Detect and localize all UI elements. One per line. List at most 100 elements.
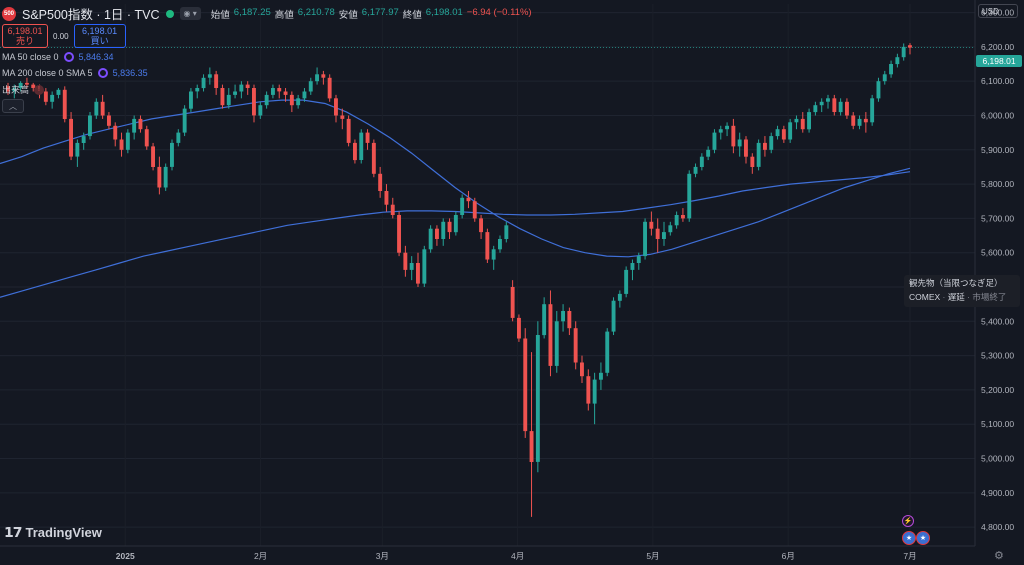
candle-body: [851, 115, 856, 126]
candle-body: [580, 362, 584, 377]
price-tick-label: 6,200.00: [981, 42, 1014, 52]
candle-body: [472, 201, 477, 219]
price-tick-label: 5,600.00: [981, 248, 1014, 258]
candle-body: [611, 300, 616, 332]
candle-body: [561, 311, 565, 322]
time-tick-label: 2025: [116, 551, 135, 561]
candle-body: [340, 115, 345, 119]
ma50-line: [0, 99, 911, 258]
axis-settings-icon[interactable]: ⚙: [994, 550, 1004, 562]
buy-label: 買い: [90, 36, 109, 46]
candle-body: [857, 118, 862, 126]
candle-body: [31, 84, 36, 88]
candle-body: [296, 98, 301, 106]
candle-body: [397, 215, 401, 253]
indicator-ma50[interactable]: MA 50 close 0 5,846.34: [2, 52, 114, 62]
candle-body: [485, 232, 490, 260]
candle-body: [889, 64, 893, 75]
candle-body: [554, 321, 559, 366]
sell-button[interactable]: 6,198.01 売り: [2, 24, 48, 48]
indicator-ma200[interactable]: MA 200 close 0 SMA 5 5,836.35: [2, 68, 148, 78]
candle-body: [245, 84, 250, 88]
candle-body: [744, 139, 748, 157]
candle-body: [687, 173, 692, 219]
candle-body: [882, 74, 887, 82]
candle-body: [775, 129, 780, 137]
candle-body: [649, 221, 654, 229]
candle-body: [523, 338, 528, 432]
candlestick-series: [6, 43, 912, 517]
candle-body: [151, 146, 155, 167]
ma50-settings-icon[interactable]: [63, 52, 74, 62]
visibility-toggle-icon[interactable]: ◉ ▾: [179, 7, 201, 20]
market-status-panel[interactable]: 観先物（当限つなぎ足） COMEX · 遅延 · 市場終了: [904, 275, 1020, 307]
candle-body: [643, 221, 647, 257]
candle-body: [630, 263, 635, 270]
candle-body: [447, 221, 452, 233]
candle-body: [125, 132, 130, 150]
currency-selector[interactable]: USD: [978, 4, 1018, 18]
warning-icon[interactable]: !: [34, 84, 45, 95]
candle-body: [43, 91, 48, 102]
candle-body: [176, 132, 181, 143]
ma200-line: [0, 171, 911, 298]
candle-body: [18, 82, 23, 88]
candle-body: [239, 84, 244, 92]
us-flag-event-icon[interactable]: ★: [902, 531, 916, 545]
candle-body: [371, 142, 376, 174]
symbol-title[interactable]: S&P500指数 · 1日 · TVC: [22, 8, 160, 22]
us-flag-event-icon-2[interactable]: ★: [916, 531, 930, 545]
ma200-path: [0, 171, 911, 298]
time-tick-label: 3月: [376, 551, 389, 561]
low-label: 安値: [338, 9, 358, 21]
session-status: 市場終了: [972, 292, 1007, 302]
time-tick-label: 5月: [646, 551, 659, 561]
lightning-event-icon[interactable]: ⚡: [902, 515, 914, 527]
candle-body: [56, 89, 61, 95]
market-title: 観先物（当限つなぎ足）: [909, 278, 1003, 288]
candle-body: [138, 118, 143, 130]
candle-body: [845, 101, 849, 116]
time-axis[interactable]: 2025 2月 3月 4月 5月 6月 7月: [0, 545, 975, 561]
symbol-logo: 500: [2, 6, 16, 21]
candle-body: [12, 88, 17, 92]
buy-button[interactable]: 6,198.01 買い: [73, 24, 126, 48]
candle-body: [409, 263, 414, 270]
indicator-volume[interactable]: 出来高 !: [2, 83, 45, 96]
candle-body: [718, 129, 723, 133]
candle-body: [157, 166, 162, 188]
candle-body: [189, 91, 193, 109]
price-tick-label: 4,800.00: [981, 522, 1014, 532]
price-tick-label: 5,400.00: [981, 316, 1014, 326]
time-tick-label: 4月: [511, 551, 524, 561]
candle-body: [895, 57, 900, 65]
candle-body: [226, 94, 231, 106]
price-tick-label: 4,900.00: [981, 488, 1014, 498]
market-info: COMEX · 遅延 · 市場終了: [909, 292, 1007, 302]
price-tick-label: 6,300.00: [981, 8, 1014, 18]
delay-status: 遅延: [947, 292, 965, 302]
candle-body: [195, 88, 200, 92]
ma50-path: [0, 99, 911, 258]
ma50-value: 5,846.34: [78, 52, 114, 62]
candle-body: [693, 166, 698, 174]
candle-body: [435, 228, 439, 239]
ohlc-readout: 始値 6,187.25 高値 6,210.78 安値 6,177.97 終値 6,198…: [211, 7, 532, 21]
tradingview-logo[interactable]: 𝟭𝟳 TradingView: [4, 524, 102, 541]
candle-body: [277, 88, 282, 92]
candle-body: [699, 156, 704, 167]
candle-body: [233, 91, 237, 95]
candle-body: [510, 287, 515, 318]
volume-label: 出来高: [2, 85, 30, 95]
ma200-settings-icon[interactable]: [97, 68, 108, 78]
candle-body: [384, 191, 389, 205]
collapse-indicators-icon[interactable]: ︿: [2, 99, 24, 113]
candle-body: [788, 122, 793, 140]
chart-header: 500 S&P500指数 · 1日 · TVC ◉ ▾ 始値 6,187.25 高…: [2, 4, 532, 23]
open-label: 始値: [210, 9, 230, 21]
candle-body: [800, 118, 805, 130]
candle-body: [365, 132, 370, 143]
candle-body: [62, 89, 67, 119]
candle-body: [535, 335, 540, 462]
